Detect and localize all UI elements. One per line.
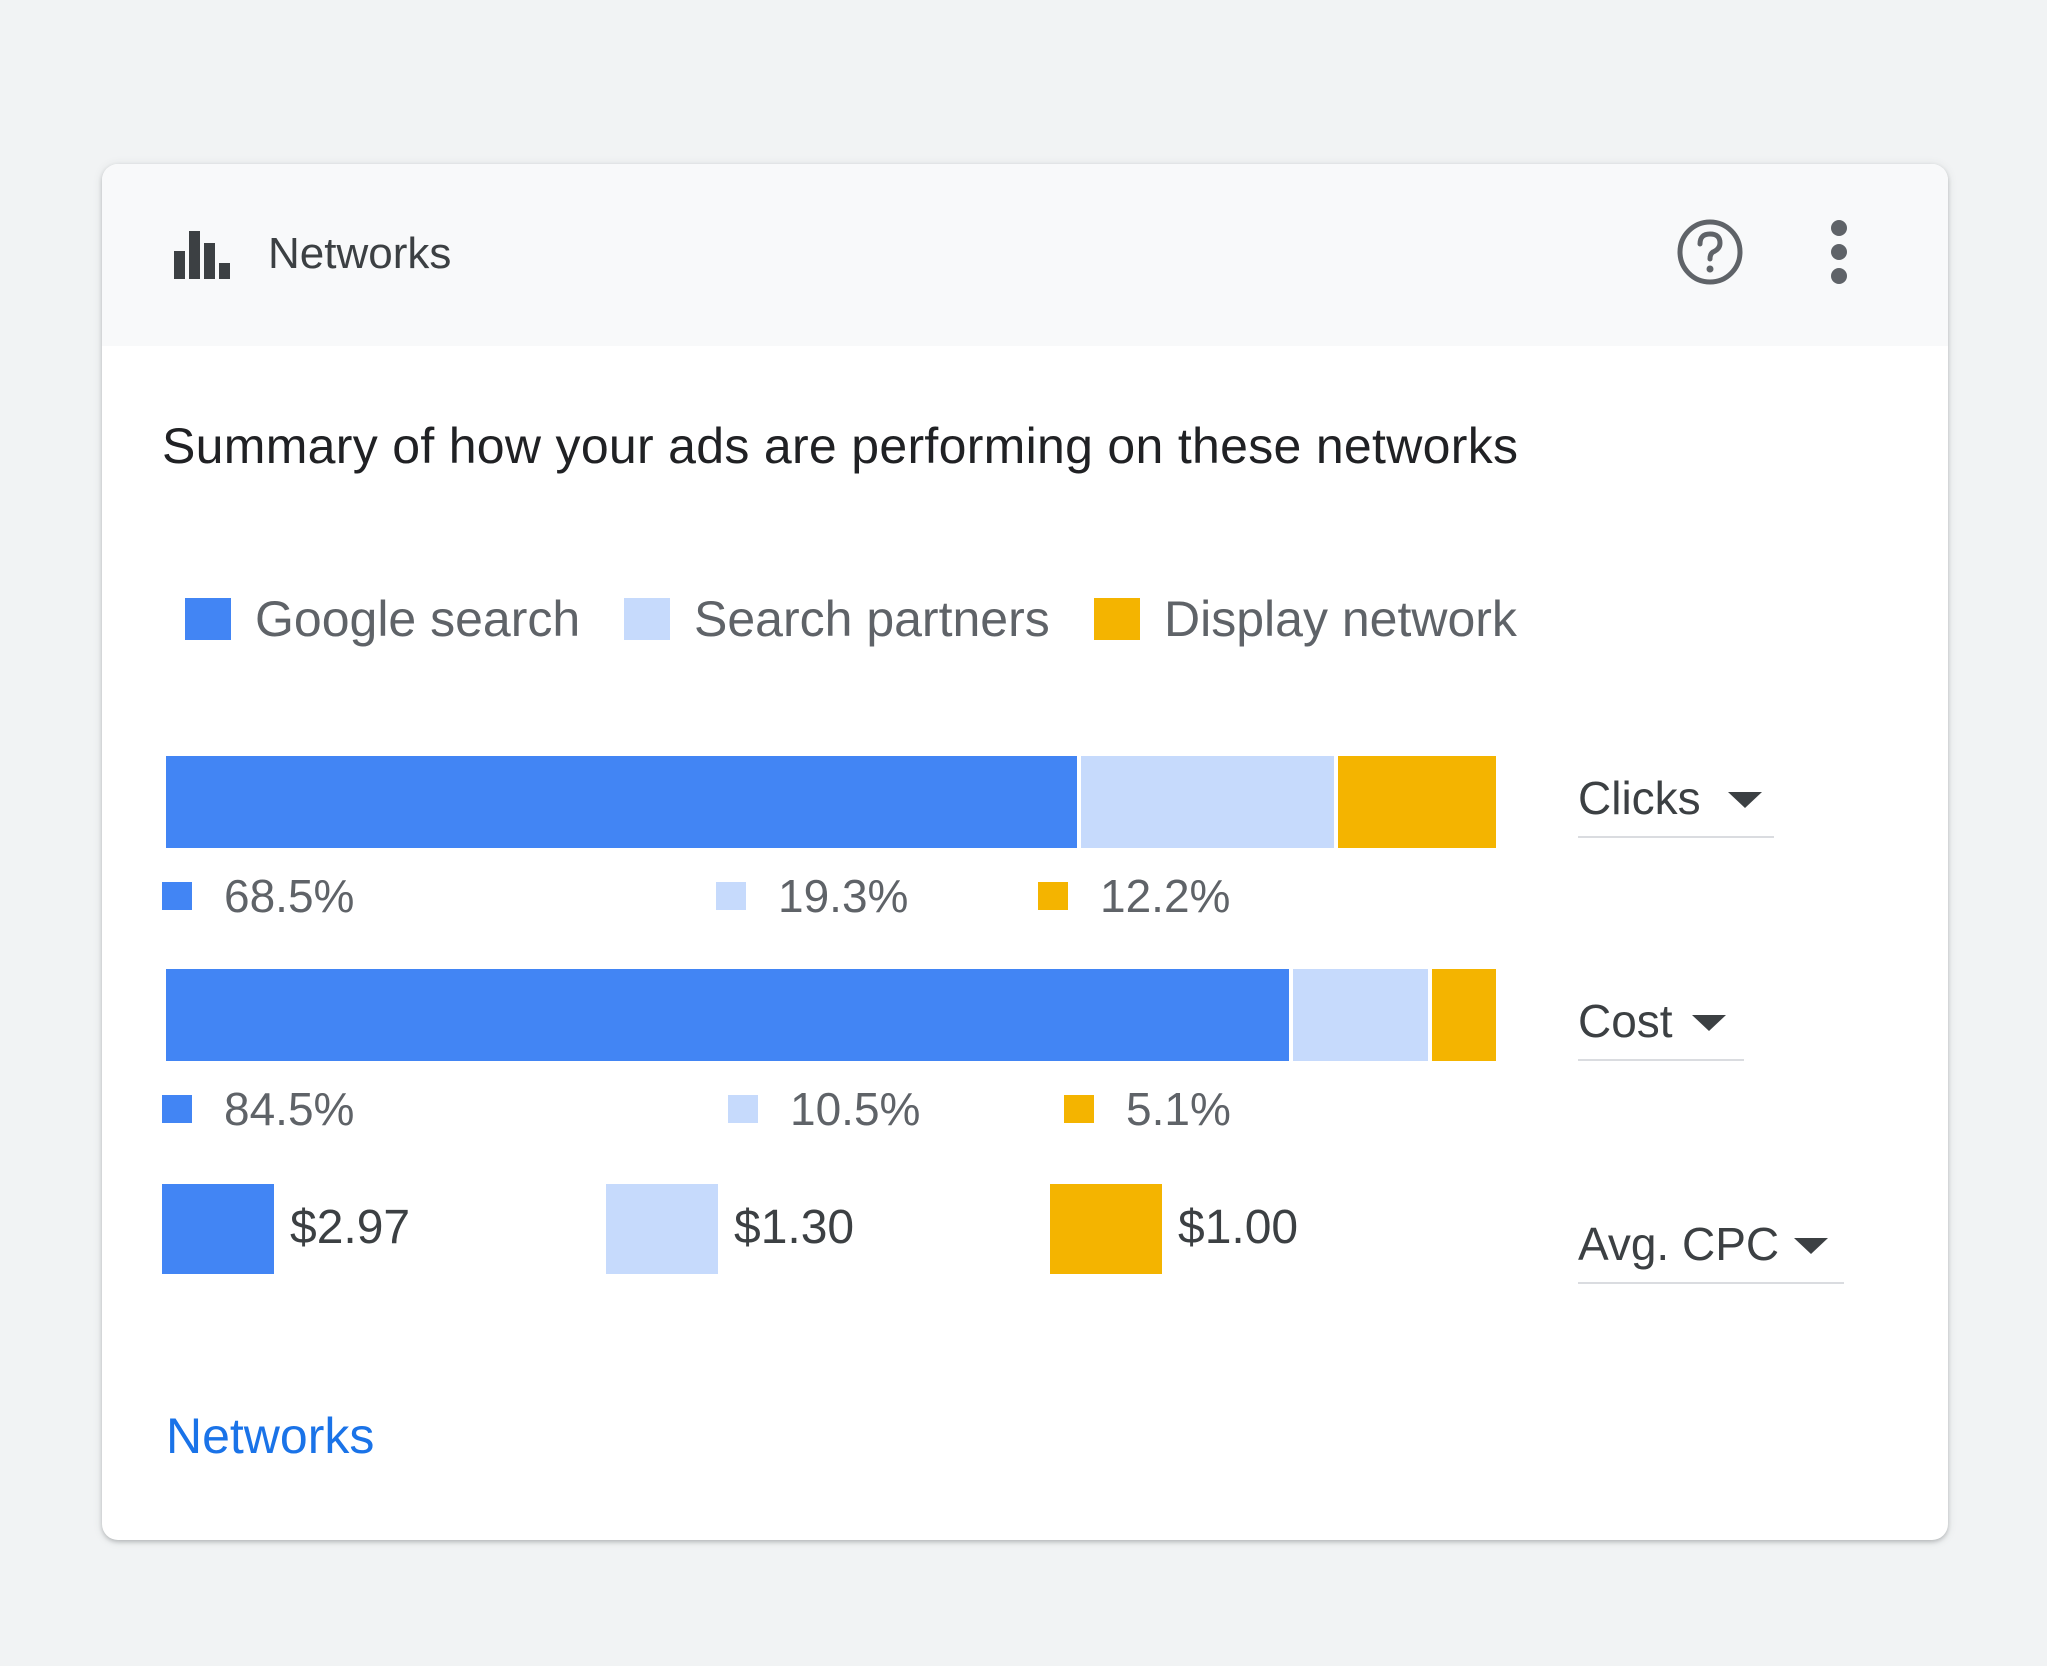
networks-link[interactable]: Networks <box>166 1408 375 1464</box>
chevron-down-icon <box>1794 1238 1828 1254</box>
bar-segment-google-search <box>166 756 1078 848</box>
more-options-button[interactable] <box>1799 214 1879 294</box>
chevron-down-icon <box>1728 792 1762 808</box>
percent-value: 68.5% <box>224 870 355 922</box>
legend-dot-google-search <box>162 1095 192 1123</box>
legend-swatch-display-network <box>1094 598 1140 640</box>
legend-label: Google search <box>255 591 581 647</box>
legend-dot-search-partners <box>716 882 746 910</box>
clicks-percent-labels: 68.5% 19.3% 12.2% <box>162 864 1498 928</box>
percent-value: 84.5% <box>224 1083 355 1135</box>
avg-cpc-metric-dropdown[interactable]: Avg. CPC <box>1578 1210 1844 1284</box>
bar-chart-icon <box>174 231 230 279</box>
more-vert-icon <box>1827 219 1851 289</box>
bar-segment-google-search <box>166 969 1289 1061</box>
percent-value: 5.1% <box>1126 1083 1231 1135</box>
dropdown-label: Clicks <box>1578 772 1701 824</box>
chevron-down-icon <box>1692 1015 1726 1031</box>
legend-swatch-search-partners <box>624 598 670 640</box>
avg-cpc-row: $2.97 $1.30 $1.00 <box>162 1184 1462 1274</box>
clicks-stacked-bar <box>166 756 1496 848</box>
cost-percent-labels: 84.5% 10.5% 5.1% <box>162 1077 1498 1141</box>
legend-dot-google-search <box>162 882 192 910</box>
card-header: Networks <box>102 164 1948 346</box>
cpc-swatch-search-partners <box>606 1184 718 1274</box>
cpc-value-search-partners: $1.30 <box>734 1201 855 1254</box>
legend-dot-search-partners <box>728 1095 758 1123</box>
dropdown-label: Cost <box>1578 995 1673 1047</box>
legend-dot-display-network <box>1064 1095 1094 1123</box>
networks-card: Networks Summary of how your ads are per… <box>102 164 1948 1540</box>
legend-label: Display network <box>1164 591 1517 647</box>
cpc-value-display-network: $1.00 <box>1178 1201 1299 1254</box>
legend-label: Search partners <box>694 591 1050 647</box>
cpc-swatch-google-search <box>162 1184 274 1274</box>
bar-segment-search-partners <box>1077 756 1334 848</box>
card-title: Networks <box>268 229 452 278</box>
help-button[interactable] <box>1670 214 1750 294</box>
bar-segment-search-partners <box>1288 969 1429 1061</box>
clicks-metric-dropdown[interactable]: Clicks <box>1578 764 1774 838</box>
cpc-swatch-display-network <box>1050 1184 1162 1274</box>
legend-swatch-google-search <box>185 598 231 640</box>
summary-heading: Summary of how your ads are performing o… <box>162 418 1519 474</box>
percent-value: 19.3% <box>778 870 909 922</box>
cost-metric-dropdown[interactable]: Cost <box>1578 987 1744 1061</box>
cost-stacked-bar <box>166 969 1496 1061</box>
legend-dot-display-network <box>1038 882 1068 910</box>
percent-value: 12.2% <box>1100 870 1231 922</box>
help-circle-icon <box>1675 217 1745 292</box>
bar-segment-display-network <box>1333 756 1496 848</box>
cpc-value-google-search: $2.97 <box>290 1201 411 1254</box>
bar-segment-display-network <box>1428 969 1496 1061</box>
dropdown-label: Avg. CPC <box>1578 1218 1780 1270</box>
percent-value: 10.5% <box>790 1083 921 1135</box>
